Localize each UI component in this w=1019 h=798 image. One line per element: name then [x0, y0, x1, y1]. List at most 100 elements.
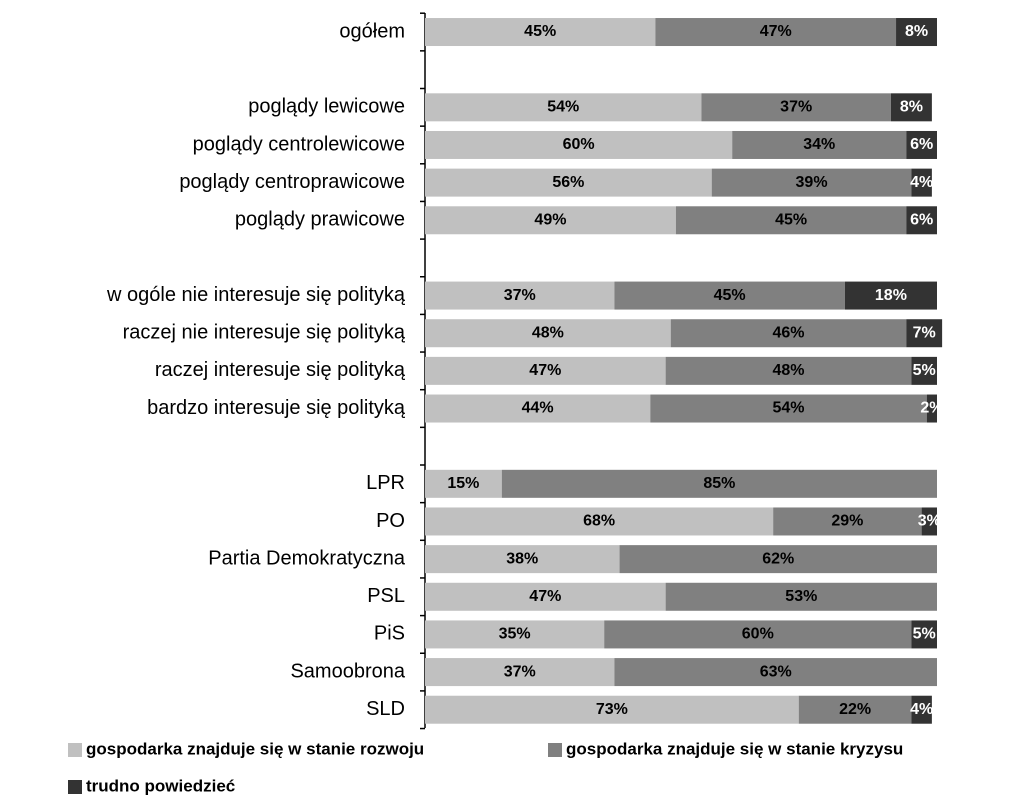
value-label: 47%	[760, 23, 792, 40]
bar-segment	[670, 319, 907, 348]
bar-segment	[619, 545, 937, 574]
value-label: 15%	[447, 475, 479, 492]
value-label: 4%	[910, 701, 933, 718]
value-label: 45%	[524, 23, 556, 40]
bar-segment	[701, 93, 891, 122]
category-label: PiS	[374, 623, 405, 645]
bar-segment	[425, 695, 799, 724]
value-label: 60%	[563, 136, 595, 153]
bar-segment	[425, 93, 702, 122]
bar-segment	[911, 356, 937, 385]
value-label: 56%	[552, 174, 584, 191]
value-label: 54%	[773, 400, 805, 417]
bar-segment	[911, 695, 932, 724]
value-label: 6%	[910, 211, 933, 228]
value-label: 6%	[910, 136, 933, 153]
legend-label: gospodarka znajduje się w stanie kryzysu	[566, 739, 903, 758]
value-label: 62%	[762, 550, 794, 567]
category-label: LPR	[366, 472, 405, 494]
category-label: Partia Demokratyczna	[208, 547, 406, 569]
bar-segment	[711, 168, 912, 197]
value-label: 54%	[547, 99, 579, 116]
bar-segment	[911, 168, 932, 197]
value-label: 4%	[910, 174, 933, 191]
value-label: 35%	[499, 626, 531, 643]
value-label: 49%	[534, 211, 566, 228]
bar-segment	[425, 130, 733, 159]
value-label: 44%	[522, 400, 554, 417]
bar-segment	[425, 356, 666, 385]
bar-segment	[425, 620, 605, 649]
category-label: PSL	[367, 585, 405, 607]
category-label: w ogóle nie interesuje się polityką	[106, 284, 406, 306]
value-label: 39%	[796, 174, 828, 191]
value-label: 8%	[905, 23, 928, 40]
category-label: poglądy centroprawicowe	[179, 171, 405, 193]
value-label: 45%	[714, 287, 746, 304]
value-label: 29%	[831, 513, 863, 530]
value-label: 85%	[703, 475, 735, 492]
value-label: 68%	[583, 513, 615, 530]
bar-segment	[798, 695, 912, 724]
bar-segment	[773, 507, 922, 536]
bar-segment	[890, 93, 932, 122]
value-label: 53%	[785, 588, 817, 605]
value-label: 37%	[504, 287, 536, 304]
value-label: 47%	[529, 588, 561, 605]
bar-segment	[926, 394, 937, 423]
bar-segment	[921, 507, 937, 536]
bar-segment	[906, 319, 943, 348]
value-label: 45%	[775, 211, 807, 228]
category-label: poglądy centrolewicowe	[193, 133, 405, 155]
value-label: 60%	[742, 626, 774, 643]
bar-segment	[614, 658, 937, 687]
legend-swatch	[548, 743, 562, 757]
value-label: 38%	[506, 550, 538, 567]
bar-segment	[906, 206, 937, 235]
bar-segment	[911, 620, 937, 649]
bar-segment	[425, 469, 502, 498]
category-label: Samoobrona	[290, 660, 405, 682]
value-label: 5%	[913, 362, 936, 379]
category-label: PO	[376, 510, 405, 532]
value-label: 5%	[913, 626, 936, 643]
bar-segment	[425, 281, 615, 310]
bar-segment	[896, 18, 937, 47]
value-label: 8%	[900, 99, 923, 116]
bar-segment	[425, 582, 666, 611]
bar-segment	[665, 582, 937, 611]
bar-segment	[655, 18, 897, 47]
bar-segment	[425, 658, 615, 687]
value-label: 22%	[839, 701, 871, 718]
bar-segment	[425, 545, 620, 574]
bar-segment	[425, 206, 676, 235]
bar-segment	[844, 281, 937, 310]
category-label: bardzo interesuje się polityką	[147, 397, 406, 419]
bar-segment	[675, 206, 907, 235]
bar-segment	[604, 620, 912, 649]
category-label: SLD	[366, 698, 405, 720]
value-label: 7%	[913, 324, 936, 341]
legend-swatch	[68, 743, 82, 757]
legend-swatch	[68, 780, 82, 794]
category-label: raczej interesuje się polityką	[155, 359, 406, 381]
category-label: ogółem	[339, 20, 405, 42]
bar-segment	[650, 394, 927, 423]
value-label: 18%	[875, 287, 907, 304]
value-label: 37%	[504, 663, 536, 680]
bar-segment	[501, 469, 937, 498]
value-label: 63%	[760, 663, 792, 680]
value-label: 2%	[920, 400, 943, 417]
value-label: 34%	[803, 136, 835, 153]
value-label: 48%	[773, 362, 805, 379]
value-label: 3%	[918, 513, 941, 530]
legend-label: trudno powiedzieć	[86, 776, 235, 795]
value-label: 37%	[780, 99, 812, 116]
bar-segment	[425, 18, 656, 47]
category-label: poglądy prawicowe	[235, 209, 405, 231]
bar-segment	[425, 319, 671, 348]
legend-label: gospodarka znajduje się w stanie rozwoju	[86, 739, 424, 758]
bar-segment	[906, 130, 937, 159]
category-label: poglądy lewicowe	[248, 96, 405, 118]
